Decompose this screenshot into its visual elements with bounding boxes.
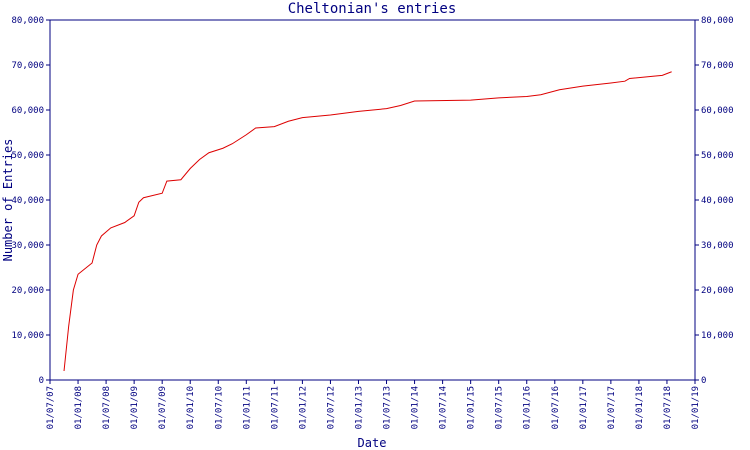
y2-tick-label: 10,000 (701, 331, 734, 341)
y-tick-label: 70,000 (11, 61, 44, 71)
x-tick-label: 01/07/10 (214, 386, 224, 429)
x-tick-label: 01/01/08 (74, 386, 84, 429)
y-tick-label: 0 (39, 376, 44, 386)
x-tick-label: 01/01/12 (298, 386, 308, 429)
y-axis-label: Number of Entries (1, 139, 15, 262)
y-tick-label: 40,000 (11, 196, 44, 206)
y2-tick-label: 80,000 (701, 16, 734, 26)
x-tick-label: 01/07/18 (663, 386, 673, 429)
x-tick-label: 01/01/15 (467, 386, 477, 429)
x-tick-label: 01/01/18 (635, 386, 645, 429)
x-tick-label: 01/01/19 (691, 386, 701, 429)
x-tick-label: 01/01/09 (130, 386, 140, 429)
y2-tick-label: 50,000 (701, 151, 734, 161)
x-tick-label: 01/01/13 (354, 386, 364, 429)
x-tick-label: 01/07/12 (326, 386, 336, 429)
x-tick-label: 01/07/13 (383, 386, 393, 429)
data-line (63, 71, 672, 372)
x-tick-label: 01/07/17 (607, 386, 617, 429)
y-tick-label: 10,000 (11, 331, 44, 341)
x-tick-label: 01/01/10 (186, 386, 196, 429)
y-tick-label: 20,000 (11, 286, 44, 296)
y2-tick-label: 70,000 (701, 61, 734, 71)
x-tick-label: 01/01/16 (523, 386, 533, 429)
y2-tick-label: 0 (701, 376, 706, 386)
y-tick-label: 60,000 (11, 106, 44, 116)
x-tick-label: 01/07/16 (551, 386, 561, 429)
x-axis-label: Date (358, 436, 387, 450)
y2-tick-label: 40,000 (701, 196, 734, 206)
y2-tick-label: 20,000 (701, 286, 734, 296)
x-tick-label: 01/07/15 (495, 386, 505, 429)
y2-tick-label: 30,000 (701, 241, 734, 251)
x-tick-label: 01/07/09 (158, 386, 168, 429)
x-tick-label: 01/07/07 (46, 386, 56, 429)
x-tick-label: 01/01/17 (579, 386, 589, 429)
x-tick-label: 01/07/14 (439, 386, 449, 429)
y2-tick-label: 60,000 (701, 106, 734, 116)
x-tick-label: 01/01/14 (411, 386, 421, 429)
x-tick-label: 01/07/08 (102, 386, 112, 429)
chart-title: Cheltonian's entries (288, 1, 457, 17)
y-tick-label: 30,000 (11, 241, 44, 251)
x-tick-label: 01/01/11 (242, 386, 252, 429)
y-tick-label: 50,000 (11, 151, 44, 161)
y-tick-label: 80,000 (11, 16, 44, 26)
x-tick-label: 01/07/11 (270, 386, 280, 429)
